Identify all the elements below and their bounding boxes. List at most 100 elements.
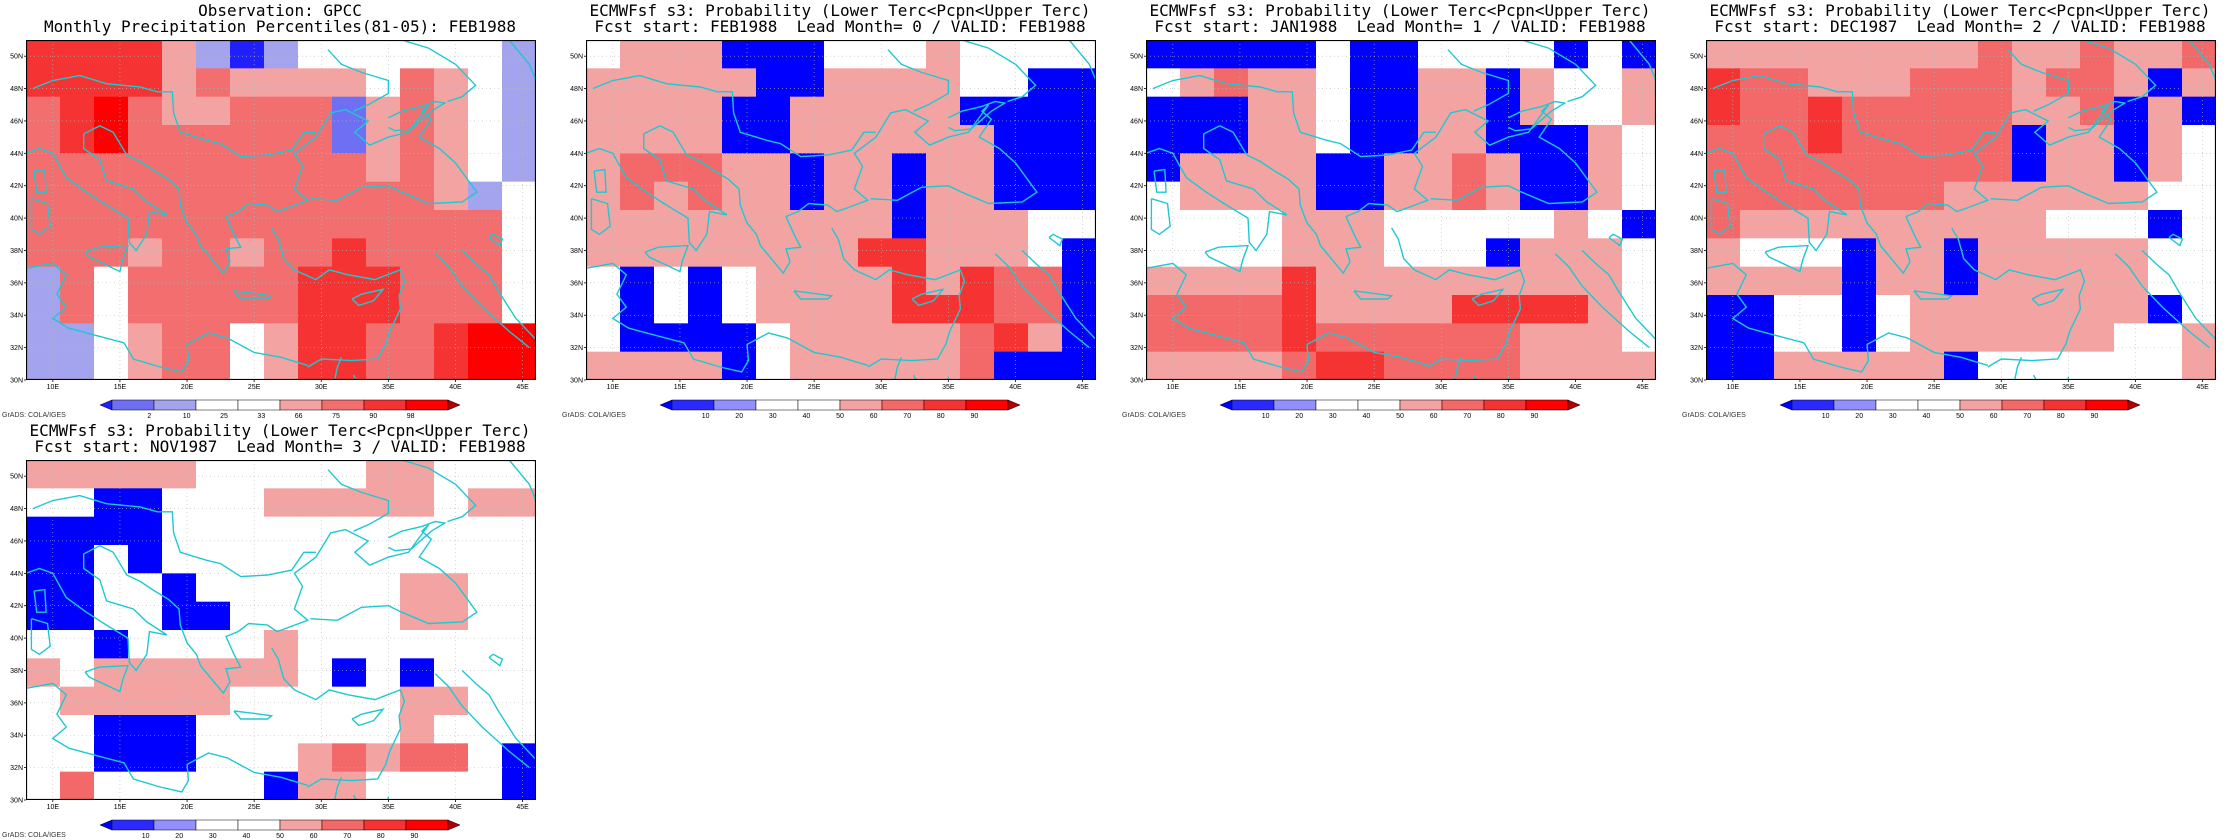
panel-title: Observation: GPCC (198, 1, 362, 20)
lat-tick-label: 38N (10, 668, 23, 675)
grid-cell (1146, 351, 1181, 380)
grid-cell (298, 210, 333, 239)
grid-cell (502, 658, 536, 688)
lon-tick-label: 20E (1301, 384, 1314, 391)
grid-cell (434, 771, 469, 800)
grid-cell (1384, 323, 1419, 353)
colorbar-label: 70 (1463, 413, 1471, 420)
coastline (388, 100, 447, 132)
grid-cell (926, 295, 961, 324)
lon-tick-label: 30E (1995, 384, 2008, 391)
grid-cell (1418, 96, 1453, 126)
colorbar-label: 80 (2057, 413, 2065, 420)
grid-cell (60, 743, 95, 773)
coastline (2168, 233, 2184, 247)
grid-cell (1910, 96, 1945, 126)
grid-cell (1740, 96, 1775, 126)
grid-cell (230, 743, 265, 773)
colorbar-segment (1007, 399, 1020, 411)
grid-cell (1452, 295, 1487, 324)
coastline (1068, 40, 1096, 82)
lon-tick-label: 30E (315, 384, 328, 391)
grid-cell (400, 715, 435, 744)
grid-cell (332, 181, 367, 211)
grid-cell (26, 351, 61, 380)
grid-cell (722, 238, 757, 268)
grid-cell (1554, 153, 1589, 183)
grid-cell (128, 40, 163, 69)
grid-cell (1350, 153, 1385, 183)
grid-cell (1520, 210, 1555, 239)
grid-cell (1350, 210, 1385, 239)
coastline (508, 40, 536, 82)
grid-cell (1180, 68, 1215, 98)
lat-tick-label: 40N (1130, 216, 1143, 223)
grid-cell (2080, 266, 2115, 296)
coastline (388, 520, 447, 552)
colorbar-segment (1780, 399, 1793, 411)
grid-cell (1384, 96, 1419, 126)
grid-cell (264, 323, 299, 353)
colorbar-label: 80 (1497, 413, 1505, 420)
grid-cell (2182, 210, 2216, 239)
grid-cell (196, 40, 231, 69)
grid-cell (196, 68, 231, 98)
grid-cell (1808, 96, 1843, 126)
grid-cell (688, 323, 723, 353)
grid-cell (162, 516, 197, 546)
grid-cell (502, 715, 536, 744)
grid-cell (230, 715, 265, 744)
colorbar-segment (447, 819, 460, 831)
grid-cell (2182, 238, 2216, 268)
grid-cell (1706, 266, 1741, 296)
grid-cell (2046, 295, 2081, 324)
grid-cell (1418, 40, 1453, 69)
grid-cell (1774, 266, 1809, 296)
coastline (434, 253, 530, 349)
grid-cell (1588, 351, 1623, 380)
grid-cell (1418, 68, 1453, 98)
grid-cell (1774, 295, 1809, 324)
panel-subtitle: Fcst start: NOV1987 Lead Month= 3 / VALI… (34, 437, 526, 456)
coastline (1146, 262, 1429, 373)
grid-cell (2046, 210, 2081, 239)
grid-cell (858, 351, 893, 380)
colorbar-segment (2001, 399, 2045, 411)
grid-cell (128, 601, 163, 631)
grid-cell (2182, 181, 2216, 211)
grid-cell (94, 686, 129, 716)
grid-cell (756, 181, 791, 211)
grid-cell (1554, 125, 1589, 154)
grid-cell (1214, 238, 1249, 268)
grid-cell (2012, 295, 2047, 324)
grid-cell (230, 488, 265, 518)
grid-cell (94, 488, 129, 518)
grid-cell (298, 715, 333, 744)
grid-cell (2148, 40, 2183, 69)
grid-cell (60, 658, 95, 688)
colorbar-segment (195, 819, 239, 831)
grid-cell (1316, 125, 1351, 154)
grid-cell (1944, 210, 1979, 239)
grid-cell (94, 516, 129, 546)
lon-tick-label: 40E (1569, 384, 1582, 391)
lat-tick-label: 40N (10, 216, 23, 223)
grid-cell (1316, 295, 1351, 324)
coastline (99, 524, 478, 695)
grid-cell (654, 323, 689, 353)
grid-cell (1978, 323, 2013, 353)
grid-cell (1146, 266, 1181, 296)
grid-cell (1282, 153, 1317, 183)
lat-tick-label: 44N (10, 151, 23, 158)
grid-cell (994, 295, 1029, 324)
grid-cell (1028, 210, 1063, 239)
grid-cell (1554, 323, 1589, 353)
grid-cell (1808, 295, 1843, 324)
grid-cell (960, 210, 995, 239)
grid-cell (434, 488, 469, 518)
grid-cell (688, 210, 723, 239)
colorbar-label: 75 (332, 413, 340, 420)
grid-cell (60, 153, 95, 183)
colorbar-segment (1833, 399, 1877, 411)
grid-cell (1214, 210, 1249, 239)
